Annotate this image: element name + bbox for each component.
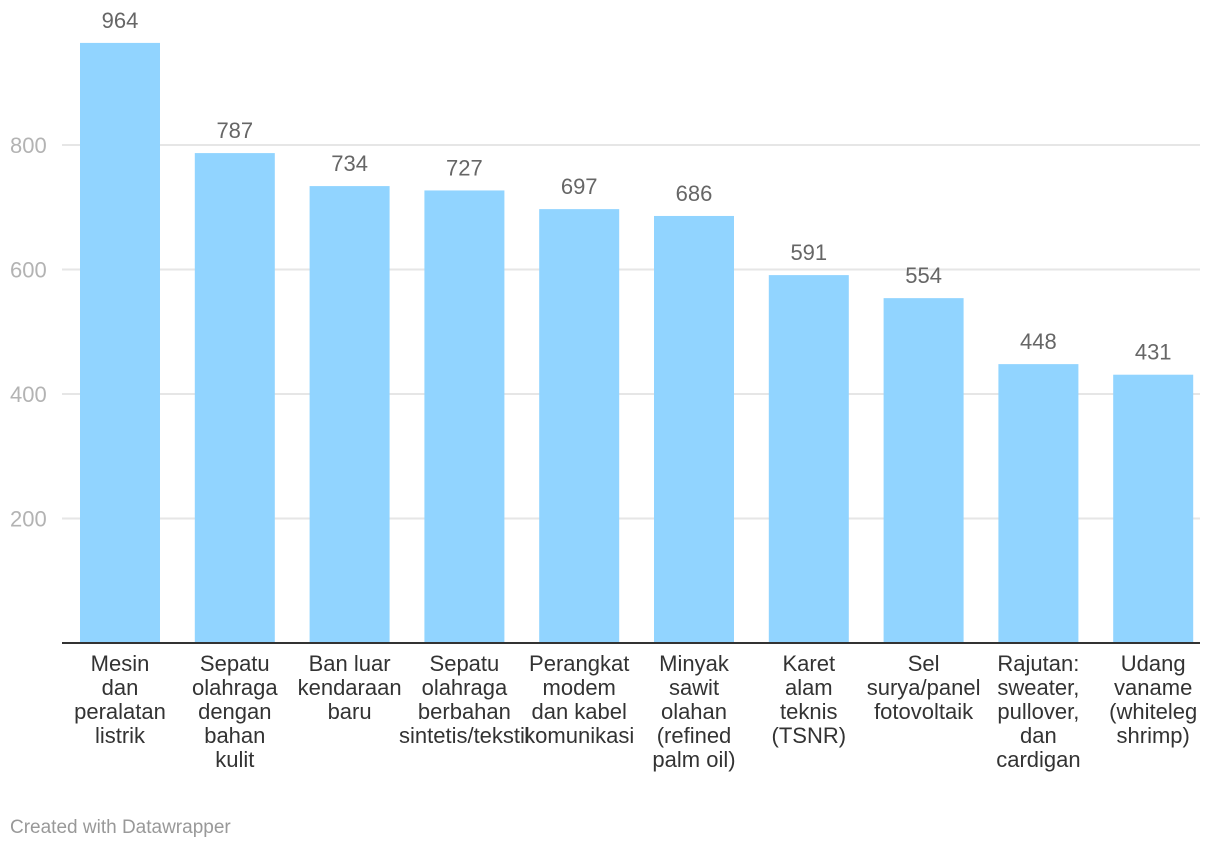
- bar: [654, 215, 734, 643]
- y-tick-label: 200: [10, 507, 47, 532]
- bars: [80, 42, 1194, 644]
- value-label: 787: [216, 118, 253, 143]
- category-label: Perangkat modem dan kabel komunikasi: [524, 651, 634, 748]
- value-label: 431: [1135, 340, 1172, 365]
- bar: [424, 190, 505, 643]
- value-label: 554: [905, 263, 942, 288]
- category-label: Sel surya/panel fotovoltaik: [867, 651, 981, 724]
- category-labels: Mesin dan peralatan listrik Sepatu olahraga de…: [74, 651, 1197, 772]
- value-label: 448: [1020, 329, 1057, 354]
- value-label: 697: [561, 174, 598, 199]
- category-label: Sepatu olahraga dengan bahan kulit: [192, 651, 278, 772]
- credit-text: Created with Datawrapper: [10, 817, 231, 838]
- category-label: Karet alam teknis (TSNR): [772, 651, 847, 748]
- y-tick-label: 400: [10, 382, 47, 407]
- category-label: Ban luar kendaraan baru: [298, 651, 402, 724]
- category-label: Rajutan: sweater, pullover, dan cardigan: [996, 651, 1080, 772]
- value-label: 727: [446, 155, 483, 180]
- bar: [194, 153, 275, 643]
- category-label: Udang vaname (whiteleg shrimp): [1109, 651, 1197, 748]
- bar: [998, 364, 1079, 643]
- bar: [80, 42, 160, 644]
- y-tick-label: 600: [10, 258, 47, 283]
- y-tick-label: 800: [10, 133, 47, 158]
- bar: [539, 209, 620, 643]
- y-tick-labels: 200 400 600 800: [10, 133, 47, 532]
- category-label: Sepatu olahraga berbahan sintetis/tekstil: [399, 651, 530, 748]
- value-label: 964: [102, 8, 139, 33]
- value-label: 686: [676, 181, 713, 206]
- value-labels: 964 787 734 727 697 686 591 554 448 431: [102, 8, 1172, 365]
- category-label: Mesin dan peralatan listrik: [74, 651, 166, 748]
- bar: [1113, 374, 1194, 643]
- value-label: 734: [331, 151, 368, 176]
- bar: [309, 186, 390, 643]
- category-label: Minyak sawit olahan (refined palm oil): [652, 651, 735, 772]
- bar: [883, 298, 964, 643]
- value-label: 591: [790, 240, 827, 265]
- bar: [768, 275, 849, 643]
